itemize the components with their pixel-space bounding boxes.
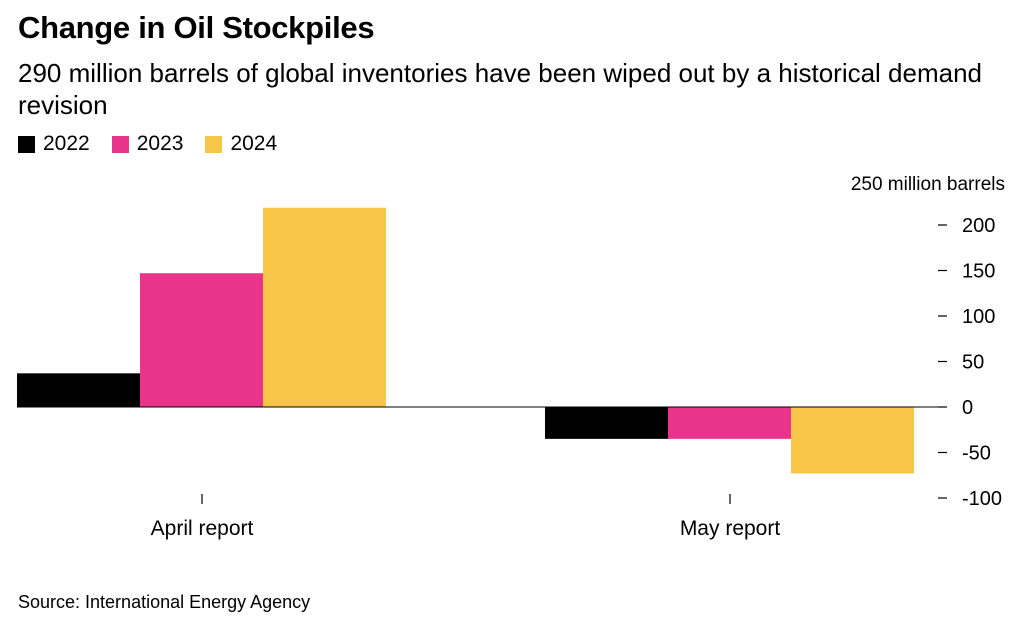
legend: 2022 2023 2024 — [18, 132, 299, 156]
legend-item-2022: 2022 — [18, 132, 90, 156]
y-tick-label: -100 — [962, 488, 1002, 510]
bars-group — [17, 207, 945, 474]
y-unit-label: 250 million barrels — [851, 174, 1005, 195]
y-tick-label: 0 — [962, 397, 973, 419]
y-tick-label: 100 — [962, 306, 995, 328]
y-tick-label: 50 — [962, 352, 984, 374]
x-tick-label: April report — [151, 517, 254, 540]
chart-title: Change in Oil Stockpiles — [18, 10, 375, 45]
bar-2022-may-report — [545, 407, 668, 439]
bar-2023-april-report — [140, 273, 263, 407]
source-note: Source: International Energy Agency — [18, 592, 311, 612]
y-tick-label: -50 — [962, 443, 991, 465]
legend-label-2023: 2023 — [136, 132, 184, 155]
legend-swatch-2022 — [18, 135, 35, 153]
legend-swatch-2024 — [205, 135, 223, 153]
bar-2024-may-report — [791, 407, 914, 474]
legend-item-2024: 2024 — [205, 132, 277, 156]
legend-label-2024: 2024 — [230, 132, 278, 155]
y-axis: 200 150 100 50 0 -50 -100 — [938, 215, 1002, 510]
bar-2022-april-report — [17, 373, 140, 407]
legend-item-2023: 2023 — [111, 132, 184, 156]
y-tick-label: 150 — [962, 261, 995, 283]
x-tick-label: May report — [680, 517, 781, 540]
x-axis: April report May report — [151, 494, 781, 540]
legend-swatch-2023 — [111, 135, 129, 153]
chart-subtitle: 290 million barrels of global inventorie… — [18, 58, 983, 120]
bar-2024-april-report — [263, 207, 386, 407]
y-tick-label: 200 — [962, 215, 995, 237]
legend-label-2022: 2022 — [43, 132, 90, 155]
bar-2023-may-report — [668, 407, 791, 439]
